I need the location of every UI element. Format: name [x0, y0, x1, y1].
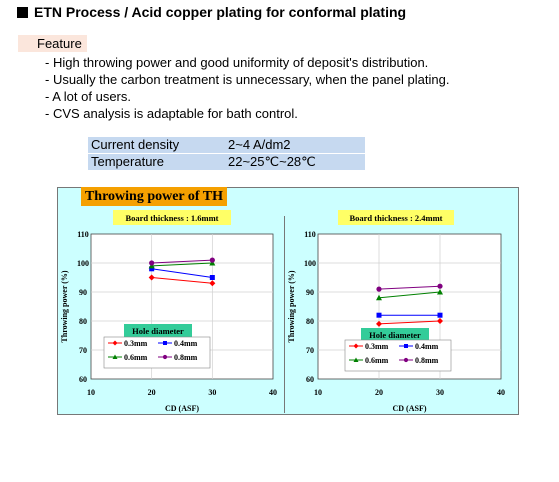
chart-title: Board thickness : 1.6mmt — [125, 213, 218, 223]
x-tick-label: 30 — [208, 388, 216, 397]
data-point — [376, 320, 382, 327]
board-thickness-badge — [338, 210, 454, 225]
x-tick-label: 20 — [375, 388, 383, 397]
y-tick-label: 60 — [306, 375, 314, 384]
series-line-0.6mm — [151, 262, 213, 267]
spec-row-temperature: Temperature 22~25℃~28℃ — [88, 154, 365, 170]
data-point — [149, 260, 155, 266]
legend-label: 0.6mm — [124, 353, 148, 362]
y-tick-label: 80 — [306, 317, 314, 326]
y-tick-label: 110 — [77, 230, 89, 239]
y-tick-label: 90 — [79, 288, 87, 297]
data-point — [404, 344, 408, 348]
data-point — [149, 266, 155, 272]
legend-label: 0.4mm — [174, 339, 198, 348]
legend-label: 0.3mm — [124, 339, 148, 348]
legend-title: Hole diameter — [132, 326, 184, 336]
data-point — [162, 354, 168, 360]
y-tick-label: 110 — [304, 230, 316, 239]
y-tick-label: 100 — [77, 259, 89, 268]
data-point — [437, 318, 443, 324]
x-tick-label: 40 — [497, 388, 505, 397]
square-bullet-icon — [17, 7, 28, 18]
legend-label: 0.3mm — [365, 342, 389, 351]
data-point — [376, 312, 382, 318]
legend-label: 0.4mm — [415, 342, 439, 351]
board-thickness-badge — [113, 210, 231, 225]
spec-value: 2~4 A/dm2 — [228, 137, 291, 152]
series-line-0.8mm — [378, 285, 441, 290]
x-axis-label: CD (ASF) — [165, 404, 199, 413]
x-tick-label: 10 — [314, 388, 322, 397]
data-point — [353, 357, 359, 362]
chart-1: Board thickness : 1.6mmt 60 70 80 90 100 110 10… — [60, 210, 277, 413]
spec-table: Current density 2~4 A/dm2 Temperature 22… — [88, 137, 365, 171]
legend-box — [344, 339, 452, 372]
legend-label: 0.6mm — [365, 356, 389, 365]
data-point — [403, 357, 409, 363]
data-point — [209, 275, 215, 280]
y-tick-label: 70 — [79, 346, 87, 355]
data-point — [437, 312, 443, 318]
series-line-0.3mm — [378, 320, 441, 325]
legend-title-box — [361, 328, 429, 341]
legend-box — [103, 336, 211, 369]
spec-row-current-density: Current density 2~4 A/dm2 — [88, 137, 365, 153]
feature-item: - High throwing power and good uniformit… — [45, 55, 429, 70]
y-tick-label: 100 — [304, 259, 316, 268]
series-line-0.4mm — [151, 268, 213, 278]
data-point — [376, 294, 382, 301]
legend-title-box — [124, 324, 192, 337]
legend-label: 0.8mm — [415, 356, 439, 365]
y-axis-label: Throwing power (%) — [60, 270, 69, 342]
data-point — [437, 289, 443, 295]
feature-label: Feature — [18, 35, 87, 52]
chart-2: Board thickness : 2.4mmt 60 70 80 90 100 110 10… — [287, 210, 505, 413]
x-tick-label: 10 — [87, 388, 95, 397]
y-tick-label: 90 — [306, 288, 314, 297]
x-axis-label: CD (ASF) — [393, 404, 427, 413]
data-point — [148, 274, 155, 281]
data-point — [112, 340, 118, 346]
x-tick-label: 40 — [269, 388, 277, 397]
panel-divider — [284, 216, 285, 413]
spec-label: Current density — [91, 137, 180, 152]
data-point — [353, 343, 359, 349]
chart-title: Board thickness : 2.4mmt — [349, 213, 442, 223]
data-point — [376, 286, 382, 292]
feature-list: - High throwing power and good uniformit… — [45, 54, 449, 122]
spec-label: Temperature — [91, 154, 164, 169]
feature-item: - CVS analysis is adaptable for bath con… — [45, 106, 298, 121]
data-point — [209, 257, 215, 263]
y-axis-label: Throwing power (%) — [287, 270, 296, 342]
data-point — [112, 354, 118, 359]
x-tick-label: 20 — [148, 388, 156, 397]
series-line-0.3mm — [151, 277, 213, 284]
series-line-0.8mm — [151, 259, 213, 264]
x-tick-label: 30 — [436, 388, 444, 397]
y-tick-label: 60 — [79, 375, 87, 384]
legend-title: Hole diameter — [369, 330, 421, 340]
data-point — [209, 280, 216, 287]
data-point — [209, 260, 216, 266]
feature-item: - Usually the carbon treatment is unnece… — [45, 72, 450, 87]
series-line-0.6mm — [378, 291, 441, 299]
page-title-text: ETN Process / Acid copper plating for co… — [34, 4, 407, 20]
y-tick-label: 70 — [306, 346, 314, 355]
data-point — [437, 283, 443, 289]
feature-item: - A lot of users. — [45, 89, 131, 104]
y-tick-label: 80 — [79, 317, 87, 326]
spec-value: 22~25℃~28℃ — [228, 154, 316, 169]
page-title: ETN Process / Acid copper plating for co… — [17, 4, 406, 20]
figure-title: Throwing power of TH — [81, 187, 227, 206]
data-point — [148, 262, 155, 269]
data-point — [163, 341, 167, 345]
legend-label: 0.8mm — [174, 353, 198, 362]
